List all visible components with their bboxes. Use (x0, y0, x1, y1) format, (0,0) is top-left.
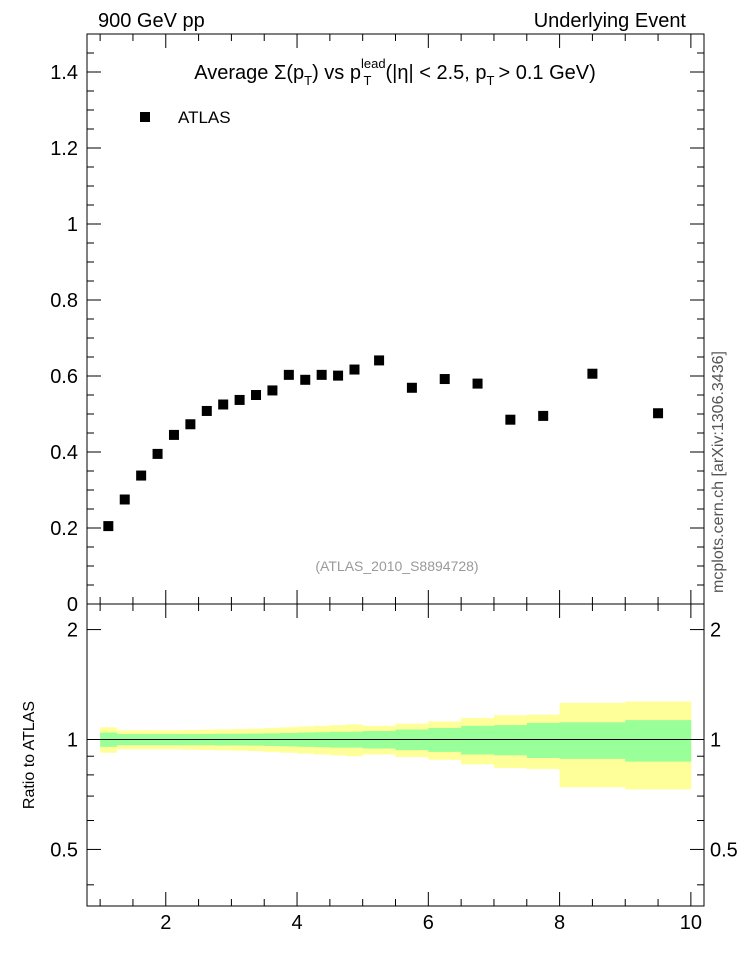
data-point (374, 355, 385, 366)
stat-band-bin (625, 720, 692, 762)
data-point (538, 410, 549, 421)
upper-ytick-label: 0.2 (50, 518, 78, 540)
upper-ytick-labels: 0.2 0.4 0.6 0.8 1 1.2 1.4 (50, 62, 78, 540)
title-cut-open: (|η| < 2.5, p (386, 62, 487, 84)
upper-ytick-label: 0.8 (50, 290, 78, 312)
data-point (653, 408, 664, 419)
xtick-label: 8 (554, 912, 565, 934)
axis-ticks (87, 33, 704, 906)
data-point (168, 429, 179, 440)
data-point (201, 405, 212, 416)
reference-label: (ATLAS_2010_S8894728) (315, 558, 478, 574)
xtick-label: 10 (680, 912, 702, 934)
ratio-ytick-label-right: 0.5 (710, 839, 738, 861)
ratio-bands (100, 701, 692, 790)
ratio-ytick-label-right: 1 (710, 730, 721, 752)
xtick-label: 2 (160, 912, 171, 934)
title-sigma: Σ(p (274, 62, 304, 84)
title-cut-close: > 0.1 GeV) (498, 62, 595, 84)
data-point (185, 419, 196, 430)
ratio-ytick-label-left: 1 (67, 730, 78, 752)
upper-ytick-label: 1.2 (50, 138, 78, 160)
upper-y0-label: 0 (67, 594, 78, 616)
data-point (472, 378, 483, 389)
data-point (587, 368, 598, 379)
data-points (103, 355, 664, 532)
stat-band-bin (493, 725, 528, 756)
legend-entry: ATLAS (178, 108, 231, 127)
legend-marker (140, 112, 150, 122)
ratio-ytick-label-left: 2 (67, 620, 78, 642)
data-point (505, 414, 516, 425)
side-label: mcplots.cern.ch [arXiv:1306.3436] (710, 351, 727, 593)
data-point (349, 364, 360, 375)
ratio-ytick-label-left: 0.5 (50, 839, 78, 861)
ratio-ytick-labels: 0.5 0.5 1 1 2 2 (50, 620, 738, 862)
data-point (234, 394, 245, 405)
chart-title: Average Σ(pT) vs plead T (|η| < 2.5, pT > 0… (194, 56, 596, 88)
data-point (300, 374, 311, 385)
data-point (316, 369, 327, 380)
data-point (439, 374, 450, 385)
title-prefix: Average (194, 62, 268, 84)
ratio-ytick-label-right: 2 (710, 620, 721, 642)
upper-ytick-label: 1 (67, 214, 78, 236)
xtick-label: 4 (291, 912, 302, 934)
data-point (333, 370, 344, 381)
data-point (152, 448, 163, 459)
xtick-labels: 2 4 6 8 10 (160, 912, 702, 934)
data-point (251, 390, 262, 400)
xtick-label: 6 (423, 912, 434, 934)
stat-band-bin (526, 722, 560, 758)
title-mid-sub: T (364, 73, 372, 88)
data-point (119, 494, 130, 505)
upper-ytick-label: 0.4 (50, 442, 78, 464)
header-energy: 900 GeV pp (98, 10, 205, 32)
header-process: Underlying Event (534, 10, 687, 32)
stat-band-bin (461, 725, 495, 755)
title-mid: ) vs p (312, 62, 361, 84)
ratio-plot-frame (86, 603, 705, 907)
ratio-ylabel: Ratio to ATLAS (21, 701, 38, 809)
upper-ytick-label: 0.6 (50, 366, 78, 388)
title-cut-sub: T (487, 73, 495, 88)
data-point (267, 385, 278, 396)
stat-band-bin (559, 722, 626, 759)
data-point (103, 521, 114, 532)
data-point (283, 369, 294, 380)
upper-ytick-label: 1.4 (50, 62, 78, 84)
data-point (406, 382, 417, 393)
title-mid-sup: lead (361, 56, 386, 71)
title-sigma-sub: T (304, 73, 312, 88)
data-point (218, 399, 229, 410)
data-point (136, 470, 147, 481)
